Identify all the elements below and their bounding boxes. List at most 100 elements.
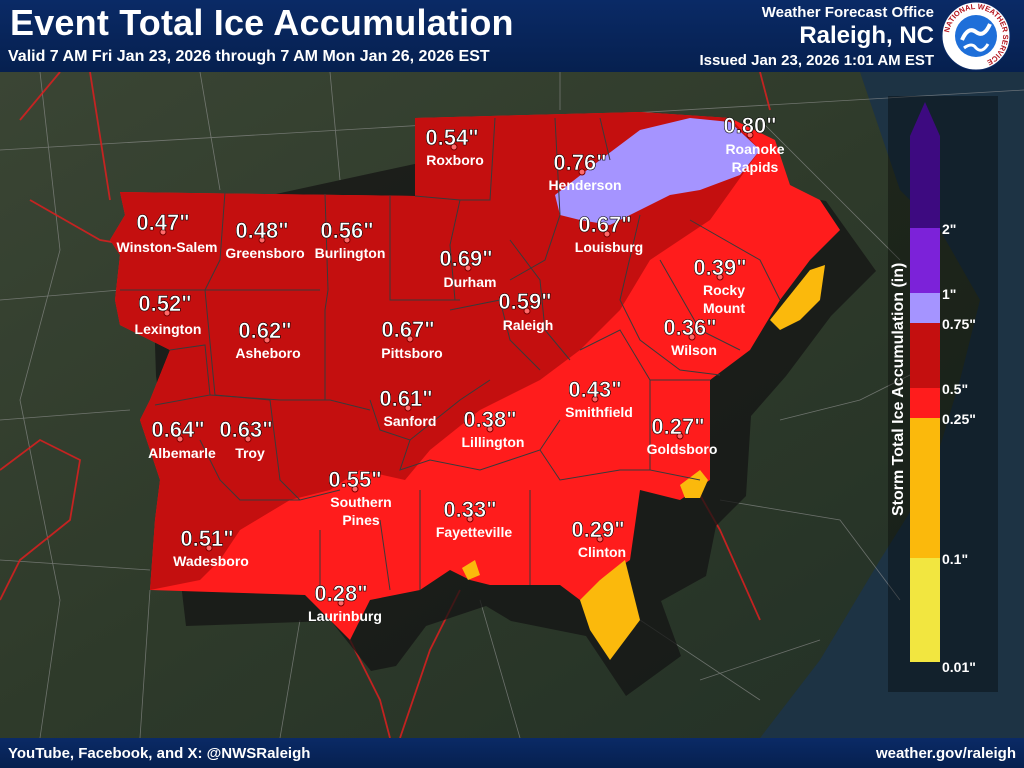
city-smithfield: 0.43" Smithfield <box>565 377 633 420</box>
ice-amount-label: 0.29" <box>571 517 624 542</box>
ice-amount-label: 0.43" <box>568 377 621 402</box>
city-name-label: Rocky Mount <box>703 282 745 316</box>
legend-tick-label: 0.75" <box>942 316 976 332</box>
city-clinton: 0.29" Clinton <box>571 517 626 560</box>
ice-amount-label: 0.63" <box>219 417 272 442</box>
city-marker <box>578 168 586 176</box>
legend-tick-label: 2" <box>942 221 956 237</box>
city-troy: 0.63" Troy <box>219 417 273 461</box>
legend-tick-label: 0.1" <box>942 551 968 567</box>
city-marker <box>176 435 184 443</box>
city-name-label: Lillington <box>462 434 525 450</box>
ice-amount-label: 0.80" <box>723 113 776 138</box>
legend-tick-label: 0.01" <box>942 659 976 675</box>
city-marker <box>450 143 458 151</box>
city-name-label: Henderson <box>548 177 621 193</box>
ice-amount-label: 0.47" <box>136 210 189 235</box>
ice-amount-label: 0.61" <box>379 386 432 411</box>
city-lexington: 0.52" Lexington <box>135 291 202 337</box>
ice-zone-0-1-0-25-east <box>770 265 825 330</box>
ice-amount-label: 0.28" <box>314 581 367 606</box>
city-winston-salem: 0.47" Winston-Salem <box>117 210 218 255</box>
city-marker <box>746 131 754 139</box>
social-handles[interactable]: YouTube, Facebook, and X: @NWSRaleigh <box>8 745 311 762</box>
city-name-label: Burlington <box>315 245 386 261</box>
ice-amount-label: 0.38" <box>463 407 516 432</box>
ice-amount-label: 0.67" <box>381 317 434 342</box>
city-name-label: Fayetteville <box>436 524 512 540</box>
office-city: Raleigh, NC <box>799 22 934 49</box>
color-legend: 0.01" 0.1" 0.25" 0.5" 0.75" 1" 2" Storm Total … <box>888 96 998 692</box>
ice-amount-label: 0.55" <box>328 467 381 492</box>
city-name-label: Raleigh <box>503 317 554 333</box>
ice-zone-0-1-0-25-fayetteville <box>462 560 480 580</box>
city-pittsboro: 0.67" Pittsboro <box>381 317 443 361</box>
ice-amount-label: 0.39" <box>693 255 746 280</box>
ice-amount-label: 0.76" <box>553 150 606 175</box>
ice-amount-label: 0.52" <box>138 291 191 316</box>
city-marker <box>159 228 167 236</box>
city-marker <box>466 515 474 523</box>
office-label: Weather Forecast Office <box>761 4 934 21</box>
issued-time: Issued Jan 23, 2026 1:01 AM EST <box>699 52 934 69</box>
footer-banner: YouTube, Facebook, and X: @NWSRaleigh we… <box>0 738 1024 768</box>
ice-amount-label: 0.59" <box>498 289 551 314</box>
legend-swatch <box>910 228 940 293</box>
legend-swatch <box>910 188 940 228</box>
city-marker <box>716 273 724 281</box>
city-roanoke-rapids: 0.80" Roanoke Rapids <box>723 113 785 175</box>
ice-amount-label: 0.33" <box>443 497 496 522</box>
legend-overflow-arrow <box>910 102 940 136</box>
map-title: Event Total Ice Accumulation <box>10 2 514 43</box>
ocean <box>760 72 1024 738</box>
city-name-label: Greensboro <box>225 245 304 261</box>
city-marker <box>676 432 684 440</box>
ice-zone-0-5-0-75 <box>110 112 760 590</box>
city-durham: 0.69" Durham <box>439 246 496 290</box>
city-goldsboro: 0.27" Goldsboro <box>647 414 718 457</box>
city-louisburg: 0.67" Louisburg <box>575 212 643 255</box>
city-laurinburg: 0.28" Laurinburg <box>308 581 382 624</box>
city-marker <box>205 544 213 552</box>
legend-swatch <box>910 293 940 323</box>
ice-accumulation-map: 0.54" Roxboro 0.76" Henderson 0.80" Roanoke Ra… <box>0 72 1024 738</box>
city-fayetteville: 0.33" Fayetteville <box>436 497 512 540</box>
city-marker <box>258 236 266 244</box>
city-marker <box>486 425 494 433</box>
website-link[interactable]: weather.gov/raleigh <box>875 745 1016 762</box>
city-henderson: 0.76" Henderson <box>548 150 621 193</box>
city-name-label: Smithfield <box>565 404 633 420</box>
legend-tick-label: 0.25" <box>942 411 976 427</box>
legend-title: Storm Total Ice Accumulation (in) <box>890 263 907 516</box>
city-name-label: Sanford <box>384 413 437 429</box>
city-name-label: Laurinburg <box>308 608 382 624</box>
city-marker <box>343 236 351 244</box>
ice-amount-label: 0.27" <box>651 414 704 439</box>
legend-color-bar <box>910 102 940 662</box>
city-name-label: Pittsboro <box>381 345 442 361</box>
legend-swatch-top <box>910 136 940 188</box>
city-marker <box>263 336 271 344</box>
city-greensboro: 0.48" Greensboro <box>225 218 304 261</box>
ice-amount-label: 0.48" <box>235 218 288 243</box>
city-wadesboro: 0.51" Wadesboro <box>173 526 249 569</box>
city-sanford: 0.61" Sanford <box>379 386 436 429</box>
county-lines <box>120 117 781 600</box>
city-roxboro: 0.54" Roxboro <box>425 125 484 168</box>
city-raleigh: 0.59" Raleigh <box>498 289 553 333</box>
city-marker <box>603 230 611 238</box>
city-marker <box>351 485 359 493</box>
ice-amount-label: 0.64" <box>151 417 204 442</box>
legend-swatch <box>910 418 940 558</box>
city-name-label: Troy <box>235 445 265 461</box>
city-name-label: Wilson <box>671 342 717 358</box>
city-albemarle: 0.64" Albemarle <box>148 417 216 461</box>
nws-logo-icon[interactable]: NATIONAL WEATHER SERVICE <box>940 0 1012 72</box>
city-marker <box>337 599 345 607</box>
city-name-label: Lexington <box>135 321 202 337</box>
valid-period: Valid 7 AM Fri Jan 23, 2026 through 7 AM… <box>8 48 490 65</box>
city-marker <box>406 335 414 343</box>
city-asheboro: 0.62" Asheboro <box>235 318 300 361</box>
city-marker <box>591 395 599 403</box>
city-name-label: Winston-Salem <box>117 239 218 255</box>
